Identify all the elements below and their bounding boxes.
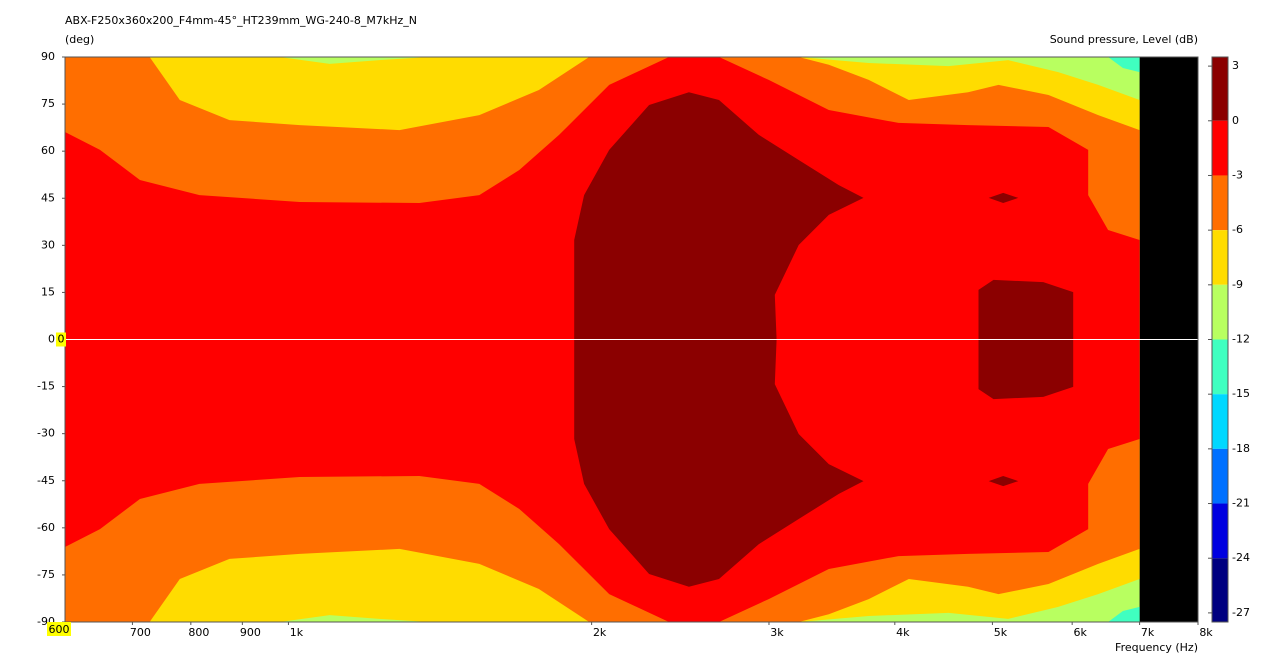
colorbar-tick-label: -12 bbox=[1232, 333, 1250, 346]
colorbar-tick-label: -3 bbox=[1232, 168, 1243, 181]
x-tick-label: 4k bbox=[896, 626, 910, 639]
y-tick-label: 30 bbox=[41, 238, 55, 251]
colorbar-tick-label: -18 bbox=[1232, 442, 1250, 455]
colorbar-tick-label: -9 bbox=[1232, 278, 1243, 291]
colorbar-tick-label: 3 bbox=[1232, 59, 1239, 72]
x-tick-label: 7k bbox=[1141, 626, 1155, 639]
contour-region bbox=[988, 476, 1019, 487]
y-tick-label: -75 bbox=[37, 568, 55, 581]
chart-title: ABX-F250x360x200_F4mm-45°_HT239mm_WG-240… bbox=[65, 14, 417, 27]
cursor-x-box bbox=[47, 622, 71, 636]
x-axis-label: Frequency (Hz) bbox=[1115, 641, 1198, 654]
y-axis-label: (deg) bbox=[65, 33, 94, 46]
colorbar-band bbox=[1212, 284, 1228, 340]
contour-region bbox=[1108, 57, 1140, 73]
colorbar-band bbox=[1212, 503, 1228, 559]
colorbar-band bbox=[1212, 230, 1228, 285]
cursor-y-label: 0 bbox=[58, 333, 65, 346]
x-tick-label: 2k bbox=[593, 626, 607, 639]
colorbar-band bbox=[1212, 57, 1228, 121]
x-tick-label: 5k bbox=[994, 626, 1008, 639]
y-tick-label: 90 bbox=[41, 50, 55, 63]
y-tick-label: -60 bbox=[37, 521, 55, 534]
y-tick-label: 45 bbox=[41, 191, 55, 204]
colorbar-tick-label: -27 bbox=[1232, 606, 1250, 619]
y-tick-label: 15 bbox=[41, 285, 55, 298]
colorbar-tick-label: -24 bbox=[1232, 551, 1250, 564]
y-tick-label: 60 bbox=[41, 144, 55, 157]
colorbar-band bbox=[1212, 394, 1228, 449]
x-tick-label: 6k bbox=[1073, 626, 1087, 639]
cursor-x-label: 600 bbox=[49, 623, 70, 636]
cursor-y-box bbox=[56, 332, 66, 347]
colorbar-band bbox=[1212, 448, 1228, 504]
colorbar-label: Sound pressure, Level (dB) bbox=[1050, 33, 1198, 46]
x-tick-label: 800 bbox=[188, 626, 209, 639]
x-tick-label: 3k bbox=[770, 626, 784, 639]
x-tick-label: 8k bbox=[1199, 626, 1213, 639]
colorbar-band bbox=[1212, 175, 1228, 231]
contour-region bbox=[988, 192, 1019, 203]
colorbar-band bbox=[1212, 120, 1228, 176]
y-tick-label: -30 bbox=[37, 427, 55, 440]
colorbar-tick-label: -15 bbox=[1232, 387, 1250, 400]
y-tick-label: 75 bbox=[41, 97, 55, 110]
y-tick-label: -45 bbox=[37, 474, 55, 487]
x-tick-label: 900 bbox=[240, 626, 261, 639]
contour-region bbox=[1108, 606, 1140, 622]
x-tick-label: 700 bbox=[130, 626, 151, 639]
colorbar-tick-label: 0 bbox=[1232, 114, 1239, 127]
colorbar-band bbox=[1212, 339, 1228, 395]
colorbar-tick-label: -6 bbox=[1232, 223, 1243, 236]
colorbar-band bbox=[1212, 558, 1228, 622]
y-tick-label: 0 bbox=[48, 333, 55, 346]
x-tick-label: 1k bbox=[290, 626, 304, 639]
colorbar-tick-label: -21 bbox=[1232, 497, 1250, 510]
y-tick-label: -15 bbox=[37, 380, 55, 393]
